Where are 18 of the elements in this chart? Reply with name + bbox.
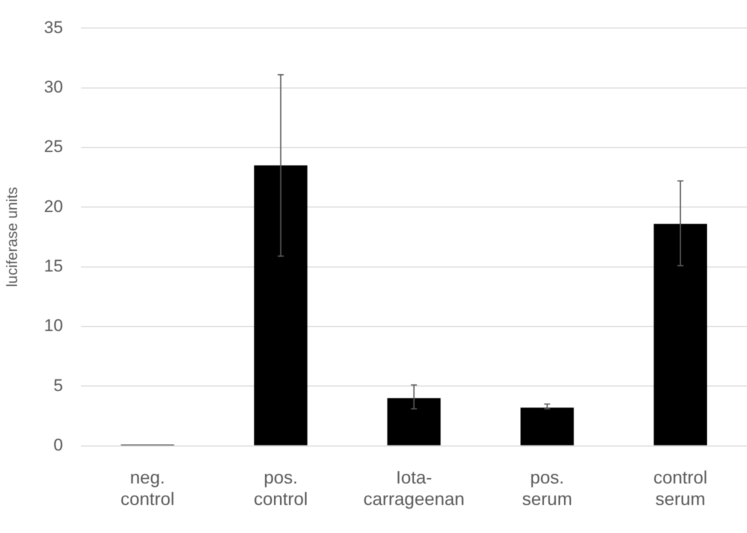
x-tick-label: neg. control: [120, 468, 175, 510]
bar: [254, 165, 308, 446]
y-tick-label: 25: [44, 137, 63, 156]
bar: [654, 224, 708, 446]
y-tick-label: 20: [44, 196, 63, 216]
y-tick-label: 30: [44, 78, 63, 97]
x-tick-label: pos. control: [254, 468, 308, 510]
x-tick-label: pos. serum: [522, 468, 572, 510]
x-tick-label: Iota-carrageenan: [363, 468, 464, 510]
y-tick-label: 10: [44, 316, 63, 336]
bar: [520, 408, 574, 446]
y-axis-title: luciferase units: [4, 186, 22, 288]
y-tick-label: 5: [53, 376, 63, 395]
bar: [387, 398, 441, 446]
y-tick-label: 35: [44, 18, 63, 37]
y-tick-label: 15: [44, 256, 63, 276]
x-tick-label: control serum: [653, 468, 708, 510]
y-tick-label: 0: [53, 435, 63, 454]
